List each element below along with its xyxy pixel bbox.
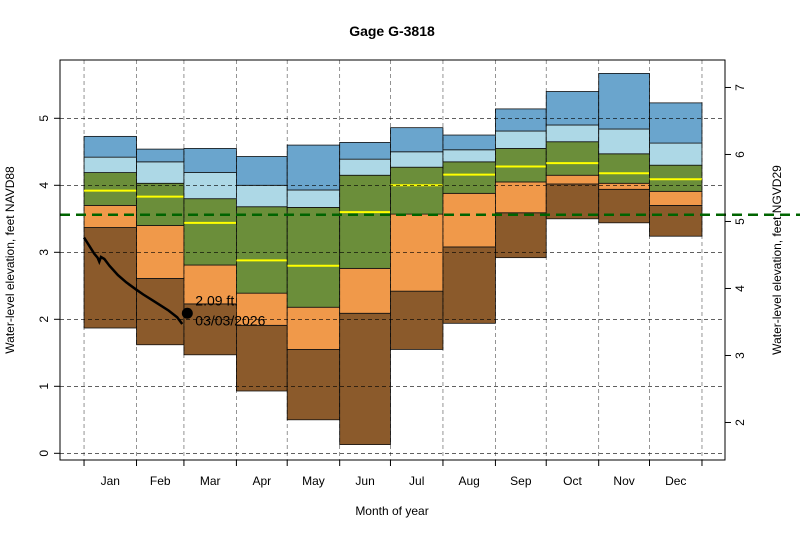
band-min-p10-jun (339, 312, 391, 445)
band-p10-p25-sep (495, 181, 547, 214)
y-axis-label-right: Water-level elevation, feet NGVD29 (770, 165, 784, 355)
x-tick-label-dec: Dec (665, 474, 686, 488)
band-p90-max-jun (339, 142, 391, 160)
band-p25-p75-feb (136, 182, 185, 226)
band-p90-max-dec (649, 102, 703, 144)
band-p25-p75-mar (183, 198, 237, 266)
band-p90-max-oct (545, 91, 600, 126)
band-p25-p75-may (286, 207, 341, 308)
band-min-p10-feb (136, 278, 185, 346)
band-p75-p90-oct (545, 124, 600, 143)
plot-frame (59, 59, 726, 461)
band-min-p10-jan (83, 227, 137, 329)
band-p90-max-aug (442, 134, 496, 151)
band-min-p10-apr (236, 324, 288, 392)
band-p75-p90-jan (83, 156, 137, 173)
band-min-p10-aug (442, 246, 496, 324)
band-p25-p75-jul (390, 166, 444, 215)
band-p75-p90-nov (598, 128, 650, 155)
band-p25-p75-jan (83, 172, 137, 206)
y-axis-label-left: Water-level elevation, feet NAVD88 (3, 166, 17, 354)
band-min-p10-sep (495, 212, 547, 259)
x-tick-label-sep: Sep (510, 474, 532, 488)
current-date-label: 03/03/2026 (195, 312, 265, 328)
band-p90-max-mar (183, 148, 237, 173)
band-p10-p25-apr (236, 292, 288, 326)
band-p10-p25-aug (442, 192, 496, 248)
band-p75-p90-dec (649, 142, 703, 166)
band-p75-p90-sep (495, 130, 547, 149)
band-p90-max-sep (495, 108, 547, 132)
x-tick-label-may: May (302, 474, 325, 488)
band-p25-p75-dec (649, 164, 703, 192)
band-p75-p90-feb (136, 161, 185, 184)
band-p10-p25-jan (83, 204, 137, 228)
x-tick-label-nov: Nov (613, 474, 634, 488)
band-p25-p75-apr (236, 206, 288, 294)
chart-title: Gage G-3818 (349, 23, 435, 39)
band-p10-p25-may (286, 306, 341, 350)
x-tick-label-aug: Aug (459, 474, 480, 488)
y-right-tick-label: 4 (733, 285, 747, 292)
band-p10-p25-oct (545, 174, 600, 185)
y-tick-label: 0 (37, 450, 51, 457)
x-axis-label: Month of year (355, 504, 428, 518)
y-right-tick-label: 6 (733, 151, 747, 158)
y-right-tick-label: 7 (733, 84, 747, 91)
x-tick-label-feb: Feb (150, 474, 171, 488)
x-tick-label-jan: Jan (101, 474, 120, 488)
band-min-p10-may (286, 349, 341, 421)
band-p75-p90-jun (339, 158, 391, 176)
y-right-tick-label: 5 (733, 218, 747, 225)
y-tick-label: 4 (37, 182, 51, 189)
x-tick-label-oct: Oct (563, 474, 582, 488)
band-p90-max-jul (390, 127, 444, 153)
band-p90-max-may (286, 144, 341, 191)
current-point (181, 307, 193, 319)
band-p75-p90-aug (442, 149, 496, 163)
band-min-p10-dec (649, 204, 703, 237)
band-p90-max-nov (598, 73, 650, 130)
band-p25-p75-aug (442, 161, 496, 194)
y-tick-label: 3 (37, 249, 51, 256)
band-p75-p90-may (286, 189, 341, 208)
x-tick-label-jun: Jun (355, 474, 374, 488)
band-p25-p75-jun (339, 174, 391, 269)
x-tick-label-apr: Apr (252, 474, 271, 488)
y-right-tick-label: 3 (733, 352, 747, 359)
band-min-p10-jul (390, 290, 444, 350)
band-p25-p75-nov (598, 153, 650, 184)
band-p90-max-apr (236, 156, 288, 186)
current-water-level-line (82, 236, 184, 325)
band-p10-p25-nov (598, 182, 650, 190)
y-tick-label: 1 (37, 383, 51, 390)
band-p10-p25-dec (649, 190, 703, 206)
band-p10-p25-jun (339, 267, 391, 314)
band-p90-max-feb (136, 148, 185, 163)
band-p90-max-jan (83, 135, 137, 158)
current-value-label: 2.09 ft. (195, 292, 238, 308)
band-p75-p90-apr (236, 184, 288, 208)
x-tick-label-mar: Mar (200, 474, 221, 488)
band-p25-p75-oct (545, 141, 600, 176)
band-p25-p75-sep (495, 148, 547, 183)
band-min-p10-nov (598, 188, 650, 224)
band-p75-p90-jul (390, 151, 444, 168)
y-tick-label: 5 (37, 115, 51, 122)
y-tick-label: 2 (37, 316, 51, 323)
x-tick-label-jul: Jul (409, 474, 424, 488)
y-right-tick-label: 2 (733, 419, 747, 426)
